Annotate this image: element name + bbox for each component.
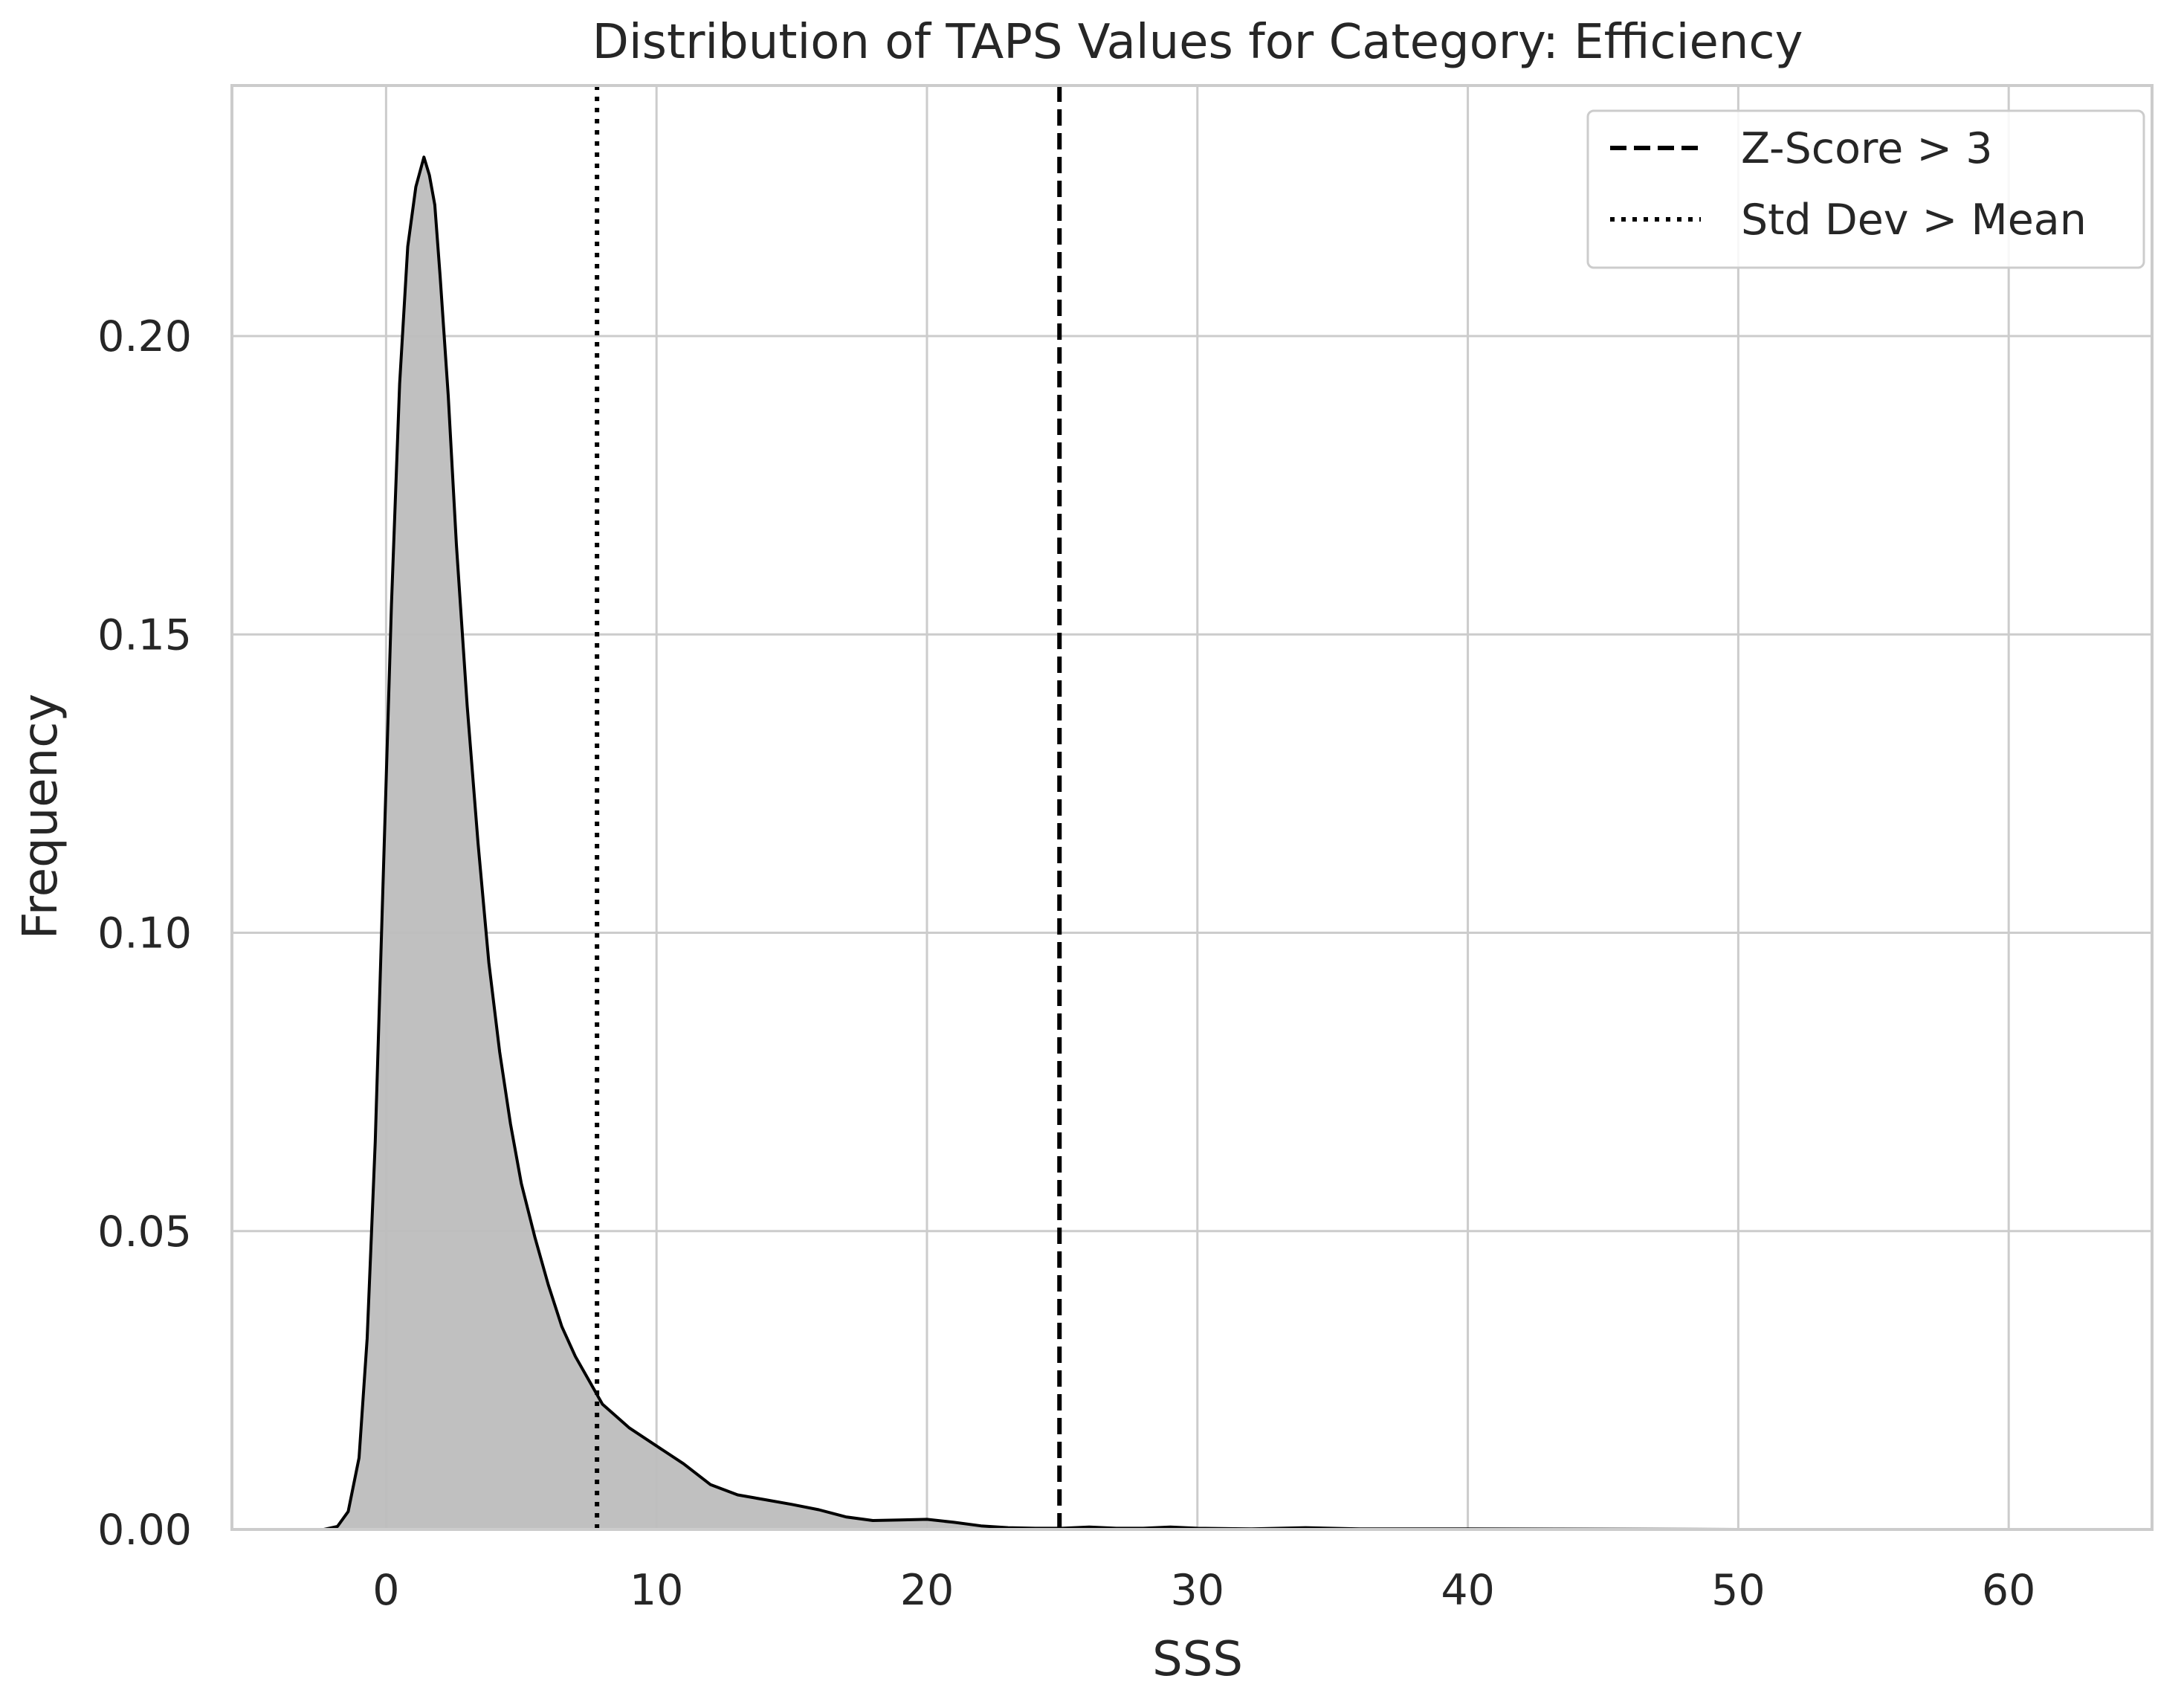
y-tick-label: 0.20	[97, 312, 192, 361]
plot-frame	[230, 84, 2154, 1531]
x-axis-label: SSS	[1152, 1632, 1243, 1687]
chart-title: Distribution of TAPS Values for Category…	[592, 15, 1803, 70]
kde-area-fill	[323, 157, 2077, 1529]
legend-label: Z-Score > 3	[1741, 124, 1993, 173]
legend-box	[1586, 109, 2145, 269]
x-tick-label: 50	[1711, 1566, 1765, 1615]
x-tick-label: 0	[372, 1566, 399, 1615]
x-tick-label: 60	[1982, 1566, 2036, 1615]
y-tick-label: 0.15	[97, 610, 192, 660]
x-tick-label: 40	[1441, 1566, 1495, 1615]
x-tick-label: 10	[630, 1566, 684, 1615]
y-tick-label: 0.05	[97, 1207, 192, 1257]
x-tick-label: 20	[900, 1566, 954, 1615]
y-axis-label: Frequency	[13, 694, 68, 940]
x-tick-label: 30	[1171, 1566, 1225, 1615]
y-tick-label: 0.00	[97, 1506, 192, 1555]
legend-label: Std Dev > Mean	[1741, 196, 2087, 245]
y-tick-label: 0.10	[97, 909, 192, 958]
legend: Z-Score > 3 Std Dev > Mean	[1586, 109, 2145, 269]
